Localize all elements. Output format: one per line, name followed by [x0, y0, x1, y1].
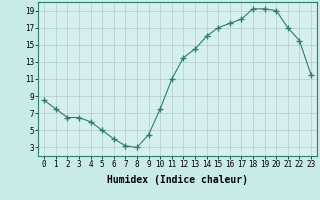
X-axis label: Humidex (Indice chaleur): Humidex (Indice chaleur): [107, 175, 248, 185]
